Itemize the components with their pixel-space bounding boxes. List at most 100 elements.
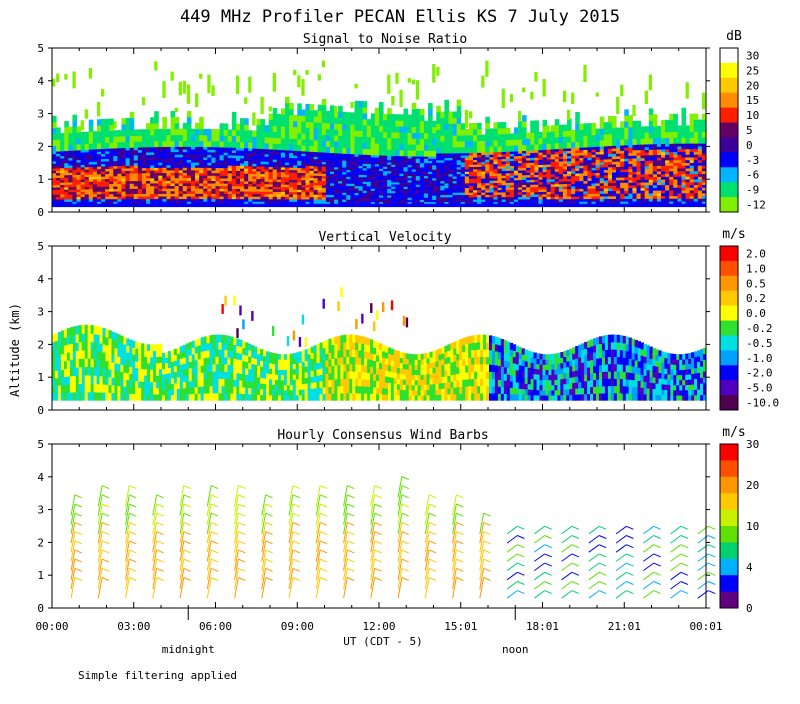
snr-cell <box>559 125 564 131</box>
snr-cell <box>363 125 368 131</box>
snr-cell <box>77 144 82 150</box>
velocity-cell <box>111 370 114 378</box>
snr-cell <box>244 142 249 148</box>
snr-cell <box>481 135 486 141</box>
snr-cell <box>175 129 180 135</box>
snr-cell <box>587 129 592 135</box>
snr-cell <box>101 204 106 207</box>
velocity-cell <box>159 388 162 395</box>
snr-cell <box>277 126 282 132</box>
velocity-cell <box>150 388 153 395</box>
velocity-cell <box>108 338 111 346</box>
snr-cell <box>146 123 151 129</box>
velocity-cell <box>76 334 79 343</box>
velocity-cell <box>52 342 55 350</box>
snr-cell <box>371 143 376 149</box>
snr-cell <box>363 137 368 143</box>
snr-cell <box>310 116 315 122</box>
velocity-cell <box>100 392 103 401</box>
snr-cell <box>526 144 531 150</box>
snr-cell <box>199 141 204 147</box>
snr-cell <box>162 141 167 147</box>
velocity-cell <box>82 333 85 342</box>
snr-cell <box>612 139 617 145</box>
velocity-cell <box>144 356 147 363</box>
snr-cell <box>293 70 296 75</box>
snr-cell <box>162 135 167 141</box>
snr-cell <box>628 121 633 127</box>
snr-cell <box>510 139 515 145</box>
snr-cell <box>285 204 290 207</box>
snr-cell <box>195 93 198 107</box>
snr-cell <box>89 126 94 132</box>
velocity-cell <box>129 373 132 380</box>
snr-cell <box>551 143 556 149</box>
velocity-cell <box>144 344 147 351</box>
velocity-cell <box>108 354 111 362</box>
snr-cell <box>444 204 449 207</box>
snr-cell <box>587 135 592 141</box>
velocity-cell <box>117 349 120 357</box>
snr-cell <box>64 139 69 145</box>
snr-cell <box>289 144 294 150</box>
snr-cell <box>404 126 409 132</box>
velocity-cell <box>117 342 120 350</box>
snr-cell <box>522 127 527 133</box>
velocity-cell <box>94 392 97 401</box>
snr-cell <box>673 126 678 132</box>
snr-cell <box>583 204 588 207</box>
snr-cell <box>555 143 560 149</box>
snr-cell <box>571 142 576 148</box>
snr-cell <box>342 147 347 153</box>
snr-cell <box>121 130 126 136</box>
snr-cell <box>600 204 605 207</box>
snr-cell <box>121 204 126 207</box>
snr-cell <box>661 138 666 144</box>
snr-cell <box>502 122 507 128</box>
snr-cell <box>97 125 102 131</box>
snr-cell <box>121 124 126 130</box>
snr-cell <box>404 144 409 150</box>
snr-cell <box>130 136 135 142</box>
snr-cell <box>199 129 204 135</box>
snr-cell <box>465 141 470 147</box>
velocity-cell <box>138 362 141 369</box>
snr-cell <box>330 147 335 153</box>
snr-cell <box>608 128 613 134</box>
snr-cell <box>326 129 331 135</box>
velocity-cell <box>58 385 61 393</box>
snr-cell <box>632 127 637 133</box>
snr-cell <box>326 141 331 147</box>
snr-cell <box>526 204 531 207</box>
snr-cell <box>649 132 654 138</box>
velocity-cell <box>61 369 64 377</box>
velocity-cell <box>97 326 100 335</box>
snr-cell <box>567 124 572 130</box>
snr-cell <box>154 129 159 135</box>
snr-cell <box>105 119 110 125</box>
velocity-cell <box>156 381 159 388</box>
snr-cell <box>653 204 658 207</box>
snr-cell <box>334 123 339 129</box>
snr-cell <box>126 130 131 136</box>
velocity-cell <box>97 392 100 401</box>
snr-cell <box>359 113 364 119</box>
snr-cell <box>453 123 458 129</box>
snr-cell <box>416 150 421 156</box>
velocity-cell <box>52 349 55 357</box>
snr-cell <box>620 85 623 97</box>
snr-cell <box>371 125 376 131</box>
snr-cell <box>301 127 306 133</box>
velocity-cell <box>79 350 82 359</box>
velocity-cell <box>55 363 58 371</box>
snr-cell <box>269 119 274 125</box>
snr-cell <box>367 125 372 131</box>
snr-cell <box>612 134 617 140</box>
snr-cell <box>661 132 666 138</box>
snr-cell <box>575 118 580 124</box>
velocity-panel-title: Vertical Velocity <box>318 230 451 245</box>
snr-cell <box>440 118 445 124</box>
snr-cell <box>363 101 368 107</box>
snr-cell <box>383 114 388 120</box>
snr-cell <box>559 137 564 143</box>
